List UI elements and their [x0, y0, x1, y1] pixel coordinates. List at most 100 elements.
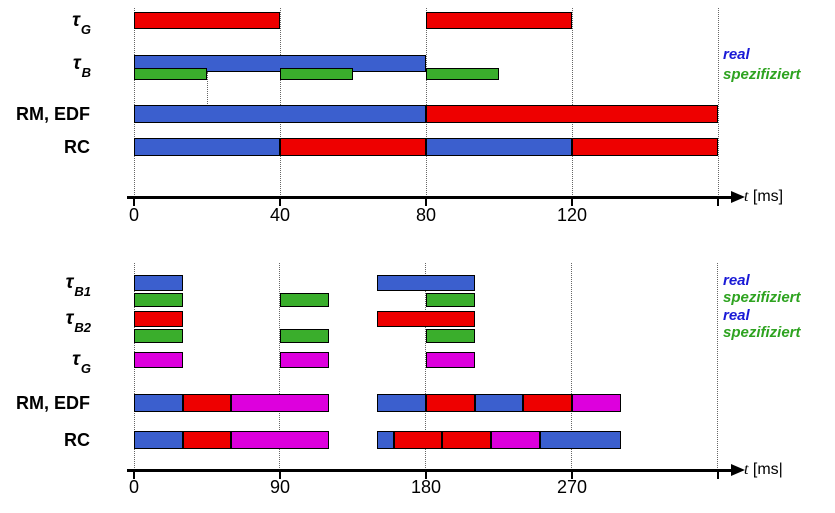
axis-arrowhead-icon	[731, 464, 745, 476]
row-label-text: RC	[64, 137, 90, 157]
tau-B1-real-bar-blue	[377, 275, 475, 291]
row-label-tau-G: τG	[0, 349, 118, 376]
row-label-rm-edf: RM, EDF	[0, 105, 118, 123]
tick-label: 90	[269, 477, 290, 497]
row-label-text: RM, EDF	[16, 104, 90, 124]
gridline	[279, 8, 281, 197]
axis-tick	[424, 470, 427, 479]
legend-spezifiziert-label: spezifiziert	[723, 66, 801, 83]
tick-label: 0	[128, 205, 139, 225]
tau-G-bar-red	[426, 12, 572, 29]
axis-label: t [ms|	[744, 461, 783, 478]
rm-edf-bar-magenta	[231, 394, 329, 412]
gridline	[717, 8, 719, 197]
gridline	[425, 8, 427, 197]
tau-B2-spec-bar-green	[279, 329, 329, 343]
axis-tick	[425, 197, 427, 206]
row-label-text: τ	[65, 272, 74, 293]
axis-label-variable: t	[744, 461, 749, 478]
tau-G-bar-magenta	[279, 352, 329, 368]
rc-bar-red	[182, 431, 232, 449]
tau-B1-real-bar-blue	[134, 275, 183, 291]
row-label-rc: RC	[0, 138, 118, 156]
tau-B1-spec-bar-green	[279, 293, 329, 307]
rc-bar-blue	[377, 431, 394, 449]
tau-G-bar-magenta	[425, 352, 475, 368]
rm-edf-bar-blue	[134, 394, 183, 412]
gridline	[717, 263, 719, 470]
row-label-subscript: B1	[74, 283, 91, 299]
time-axis	[127, 469, 731, 472]
rm-edf-bar-blue	[134, 105, 426, 123]
row-label-tau-B2-real: τB2	[0, 308, 118, 335]
tau-B2-spec-bar-green	[134, 329, 183, 343]
tau-G-bar-magenta	[134, 352, 183, 368]
tick-label: 40	[269, 205, 291, 225]
tau-G-bar-red	[134, 12, 280, 29]
row-label-tau-B1-real: τB1	[0, 272, 118, 299]
row-label-text: τ	[72, 53, 81, 74]
legend-spezifiziert-label: spezifiziert	[723, 289, 801, 306]
tau-B2-real-bar-red	[377, 311, 475, 327]
axis-label-variable: t	[744, 188, 749, 205]
rm-edf-bar-blue	[377, 394, 426, 412]
row-label-text: RC	[64, 430, 90, 450]
axis-tick	[716, 470, 719, 479]
tick-label: 180	[410, 477, 441, 497]
rm-edf-bar-red	[425, 394, 475, 412]
rc-bar-red	[572, 138, 718, 156]
row-label-subscript: G	[80, 360, 91, 376]
legend-real-label: real	[723, 307, 750, 324]
axis-arrowhead-icon	[731, 191, 745, 203]
rm-edf-bar-red	[426, 105, 718, 123]
legend-real-label: real	[723, 46, 750, 63]
rm-edf-bar-red	[182, 394, 232, 412]
rc-bar-red	[393, 431, 443, 449]
rm-edf-bar-red	[523, 394, 572, 412]
row-label-text: τ	[65, 308, 74, 329]
time-axis	[127, 196, 731, 199]
rm-edf-bar-blue	[474, 394, 524, 412]
tick-label: 80	[415, 205, 437, 225]
tau-B2-real-bar-red	[134, 311, 183, 327]
row-label-text: τ	[72, 349, 80, 370]
rc-bar-blue	[134, 138, 280, 156]
axis-tick	[571, 197, 573, 206]
tick-label: 270	[556, 477, 587, 497]
gridline	[133, 8, 135, 197]
axis-label: t [ms]	[744, 188, 784, 205]
row-label-text: RM, EDF	[16, 393, 90, 413]
tau-B-bar-green	[134, 68, 207, 80]
rc-bar-blue	[426, 138, 572, 156]
row-label-tau-B: τB	[0, 53, 118, 80]
rc-bar-magenta	[490, 431, 540, 449]
rm-edf-bar-magenta	[571, 394, 621, 412]
tau-B-bar-green	[426, 68, 499, 80]
axis-tick	[570, 470, 573, 479]
gridline	[571, 8, 573, 197]
rc-bar-blue	[134, 431, 183, 449]
spec-end-marker	[206, 72, 208, 106]
row-label-text: τ	[72, 10, 80, 31]
axis-tick	[279, 197, 281, 206]
tick-label: 0	[128, 477, 139, 497]
tau-B2-spec-bar-green	[425, 329, 475, 343]
tick-label: 120	[556, 205, 588, 225]
row-label-rm-edf: RM, EDF	[0, 394, 118, 412]
tau-B1-spec-bar-green	[134, 293, 183, 307]
rc-bar-blue	[539, 431, 621, 449]
axis-tick	[278, 470, 281, 479]
row-label-subscript: B	[81, 64, 91, 80]
legend-real-label: real	[723, 272, 750, 289]
legend-spezifiziert-label: spezifiziert	[723, 324, 801, 341]
rc-bar-magenta	[231, 431, 329, 449]
tau-B-bar-green	[280, 68, 353, 80]
gridline	[571, 263, 573, 470]
axis-tick	[133, 470, 135, 479]
axis-tick	[717, 197, 719, 206]
row-label-rc: RC	[0, 431, 118, 449]
axis-tick	[133, 197, 135, 206]
row-label-subscript: B2	[74, 319, 91, 335]
rc-bar-red	[442, 431, 491, 449]
